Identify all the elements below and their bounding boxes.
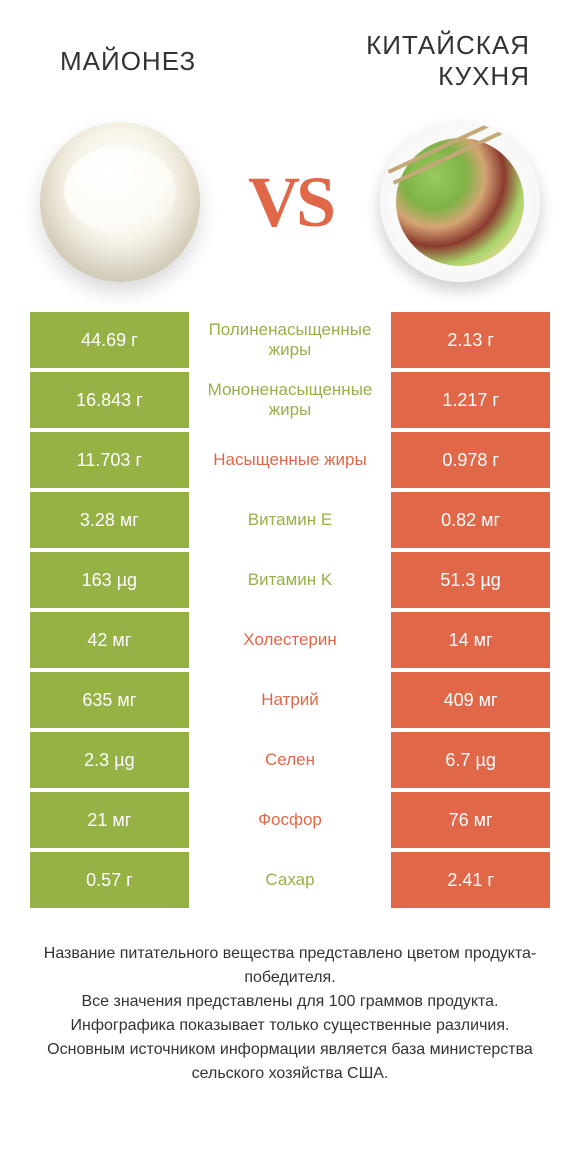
- footer-line: Название питательного вещества представл…: [30, 942, 550, 990]
- image-chinese: [380, 122, 540, 282]
- comparison-table: 44.69 гПолиненасыщенные жиры2.13 г16.843…: [0, 312, 580, 908]
- cell-nutrient: Полиненасыщенные жиры: [189, 312, 392, 368]
- cell-left: 2.3 µg: [30, 732, 189, 788]
- cell-right: 2.13 г: [391, 312, 550, 368]
- cell-nutrient: Насыщенные жиры: [189, 432, 392, 488]
- cell-nutrient: Витамин E: [189, 492, 392, 548]
- cell-left: 44.69 г: [30, 312, 189, 368]
- table-row: 0.57 гСахар2.41 г: [30, 852, 550, 908]
- header: МАЙОНЕЗ КИТАЙСКАЯ КУХНЯ: [0, 0, 580, 112]
- cell-nutrient: Фосфор: [189, 792, 392, 848]
- cell-right: 2.41 г: [391, 852, 550, 908]
- cell-right: 0.978 г: [391, 432, 550, 488]
- table-row: 635 мгНатрий409 мг: [30, 672, 550, 728]
- title-right: КИТАЙСКАЯ КУХНЯ: [295, 30, 540, 92]
- cell-nutrient: Мононенасыщенные жиры: [189, 372, 392, 428]
- cell-right: 51.3 µg: [391, 552, 550, 608]
- cell-left: 21 мг: [30, 792, 189, 848]
- cell-right: 76 мг: [391, 792, 550, 848]
- cell-right: 14 мг: [391, 612, 550, 668]
- cell-left: 635 мг: [30, 672, 189, 728]
- cell-left: 42 мг: [30, 612, 189, 668]
- cell-nutrient: Витамин K: [189, 552, 392, 608]
- cell-nutrient: Натрий: [189, 672, 392, 728]
- image-mayo: [40, 122, 200, 282]
- cell-nutrient: Холестерин: [189, 612, 392, 668]
- cell-nutrient: Сахар: [189, 852, 392, 908]
- cell-left: 163 µg: [30, 552, 189, 608]
- table-row: 163 µgВитамин K51.3 µg: [30, 552, 550, 608]
- table-row: 3.28 мгВитамин E0.82 мг: [30, 492, 550, 548]
- cell-right: 409 мг: [391, 672, 550, 728]
- table-row: 16.843 гМононенасыщенные жиры1.217 г: [30, 372, 550, 428]
- cell-left: 0.57 г: [30, 852, 189, 908]
- cell-right: 6.7 µg: [391, 732, 550, 788]
- cell-left: 16.843 г: [30, 372, 189, 428]
- cell-left: 11.703 г: [30, 432, 189, 488]
- vs-label: VS: [248, 161, 332, 244]
- cell-left: 3.28 мг: [30, 492, 189, 548]
- table-row: 21 мгФосфор76 мг: [30, 792, 550, 848]
- cell-nutrient: Селен: [189, 732, 392, 788]
- images-row: VS: [0, 112, 580, 312]
- cell-right: 0.82 мг: [391, 492, 550, 548]
- title-left: МАЙОНЕЗ: [40, 46, 295, 77]
- footer-line: Основным источником информации является …: [30, 1038, 550, 1086]
- table-row: 11.703 гНасыщенные жиры0.978 г: [30, 432, 550, 488]
- table-row: 42 мгХолестерин14 мг: [30, 612, 550, 668]
- footer-text: Название питательного вещества представл…: [0, 912, 580, 1086]
- footer-line: Все значения представлены для 100 граммо…: [30, 990, 550, 1014]
- table-row: 2.3 µgСелен6.7 µg: [30, 732, 550, 788]
- cell-right: 1.217 г: [391, 372, 550, 428]
- table-row: 44.69 гПолиненасыщенные жиры2.13 г: [30, 312, 550, 368]
- footer-line: Инфографика показывает только существенн…: [30, 1014, 550, 1038]
